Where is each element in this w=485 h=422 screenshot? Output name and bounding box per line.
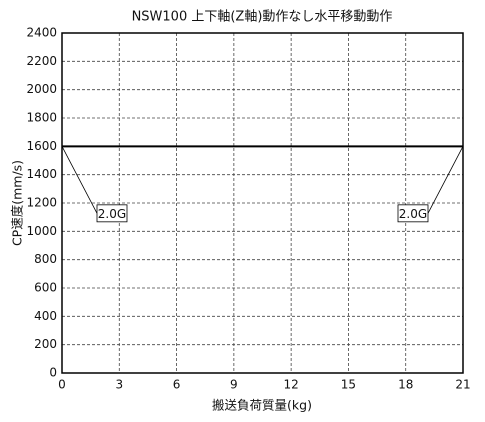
x-tick-label: 12 — [284, 378, 299, 392]
y-tick-label: 400 — [34, 309, 57, 323]
x-tick-label: 9 — [230, 378, 238, 392]
chart-title: NSW100 上下軸(Z軸)動作なし水平移動動作 — [132, 10, 393, 25]
y-tick-label: 1400 — [26, 167, 57, 181]
y-tick-label: 0 — [49, 366, 57, 380]
y-tick-label: 1800 — [26, 111, 57, 125]
x-axis-label: 搬送負荷質量(kg) — [212, 398, 312, 413]
y-tick-label: 2200 — [26, 54, 57, 68]
x-tick-label: 21 — [455, 378, 470, 392]
annotation: 2.0G — [399, 207, 427, 221]
x-tick-label: 3 — [115, 378, 123, 392]
x-tick-label: 15 — [341, 378, 356, 392]
y-tick-label: 2400 — [26, 26, 57, 40]
annotation-box — [96, 204, 128, 223]
annotation-leader — [61, 146, 98, 214]
x-tick-label: 0 — [58, 378, 66, 392]
x-tick-label: 18 — [398, 378, 413, 392]
y-axis-label: CP速度(mm/s) — [10, 160, 25, 246]
annotation-box — [397, 204, 429, 223]
y-tick-label: 600 — [34, 281, 57, 295]
y-tick-label: 1000 — [26, 224, 57, 238]
y-tick-label: 200 — [34, 337, 57, 351]
plot-frame — [61, 32, 464, 374]
y-tick-label: 2000 — [26, 82, 57, 96]
annotation-leader — [427, 146, 464, 214]
y-tick-label: 800 — [34, 252, 57, 266]
annotation: 2.0G — [98, 207, 126, 221]
y-tick-label: 1600 — [26, 139, 57, 153]
x-tick-label: 6 — [173, 378, 181, 392]
y-tick-label: 1200 — [26, 196, 57, 210]
